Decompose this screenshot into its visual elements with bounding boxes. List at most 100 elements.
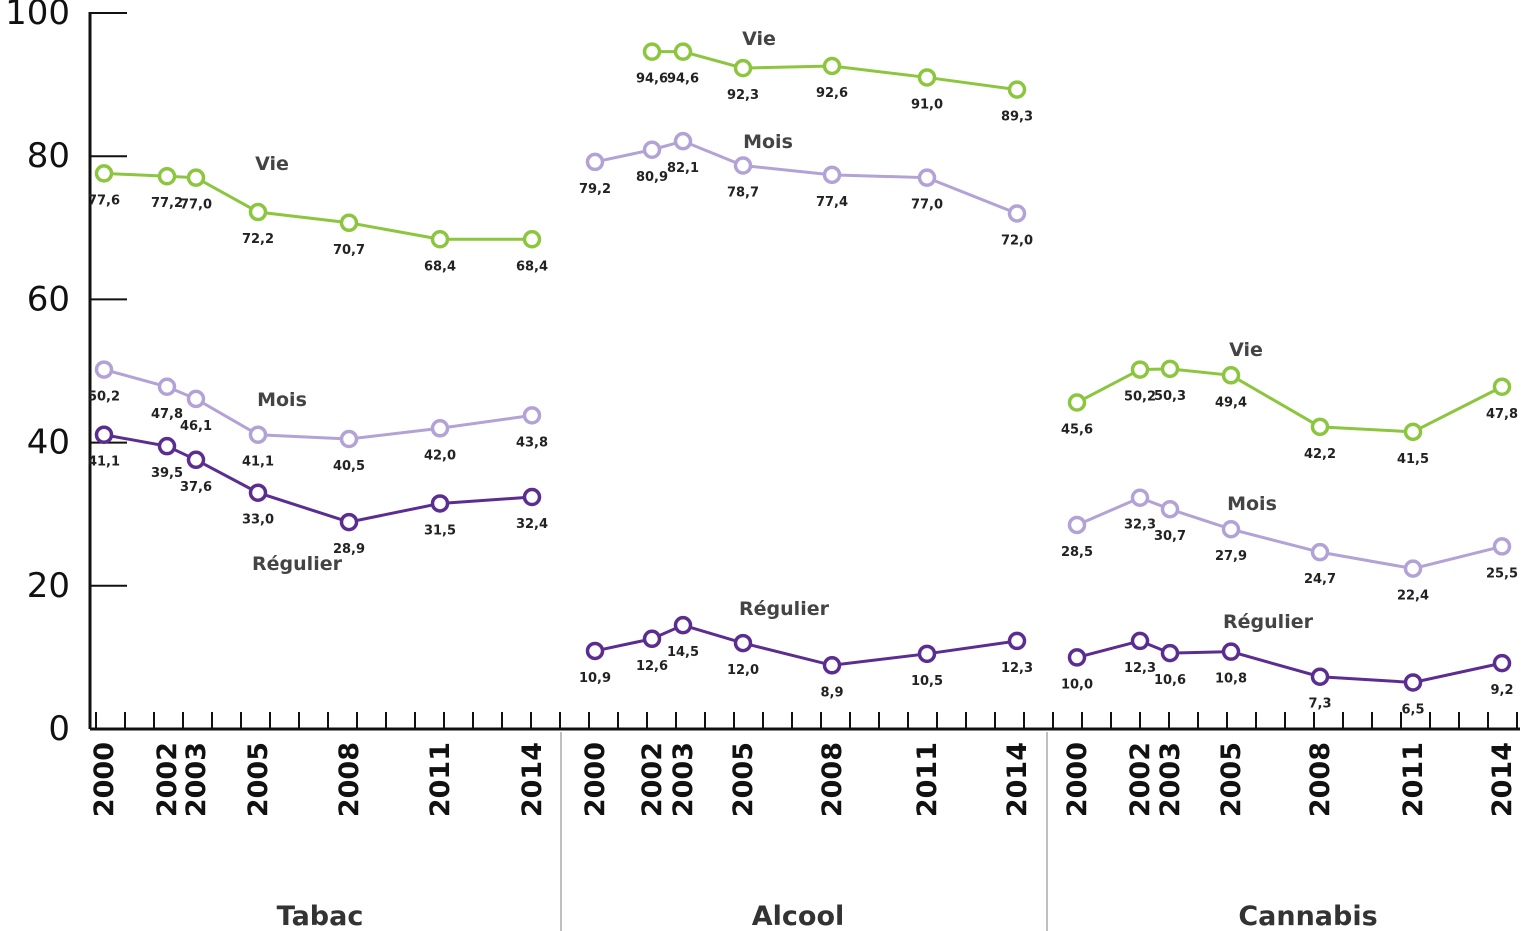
y-tick-label: 0 [48, 709, 70, 749]
data-point [673, 615, 693, 635]
data-point [522, 230, 542, 249]
data-point [1221, 519, 1241, 539]
x-tick-label: 2014 [1002, 742, 1033, 817]
data-point [673, 42, 693, 61]
data-point [1130, 360, 1150, 379]
data-point [822, 656, 842, 675]
data-point [1067, 393, 1087, 412]
data-point [1310, 542, 1330, 562]
data-label: 10,6 [1154, 673, 1186, 688]
data-label: 42,2 [1304, 447, 1336, 462]
x-tick-label: 2008 [334, 742, 365, 817]
data-point [585, 152, 605, 172]
data-point [917, 168, 937, 187]
data-label: 8,9 [820, 685, 843, 700]
data-point [248, 202, 268, 222]
data-point [1007, 80, 1027, 99]
data-label: 12,3 [1001, 661, 1033, 676]
x-tick-label: 2002 [152, 742, 183, 817]
data-point [733, 633, 753, 653]
data-label: 77,4 [816, 195, 848, 210]
data-point [1067, 515, 1087, 535]
data-label: 47,8 [1486, 407, 1518, 422]
series-name-label: Mois [743, 131, 793, 153]
data-label: 77,0 [911, 198, 943, 213]
series-name-label: Régulier [1223, 611, 1314, 633]
x-tick-label: 2011 [912, 742, 943, 817]
data-point [1221, 366, 1241, 385]
data-label: 31,5 [424, 523, 456, 538]
data-point [1310, 667, 1330, 686]
data-point [186, 389, 206, 409]
data-label: 91,0 [911, 97, 943, 112]
x-tick-label: 2005 [1216, 742, 1247, 817]
x-tick-label: 2003 [668, 742, 699, 817]
data-point [94, 425, 114, 444]
data-point [733, 156, 753, 175]
x-tick-label: 2002 [1125, 742, 1156, 817]
data-label: 68,4 [516, 259, 548, 274]
data-label: 12,0 [727, 663, 759, 678]
data-label: 46,1 [180, 419, 212, 434]
data-point [157, 436, 177, 456]
data-point [157, 166, 177, 186]
data-label: 70,7 [333, 243, 365, 258]
data-label: 12,3 [1124, 661, 1156, 676]
axes [88, 12, 1520, 931]
data-point [522, 406, 542, 425]
data-label: 37,6 [180, 480, 212, 495]
data-point [1007, 631, 1027, 651]
data-label: 40,5 [333, 459, 365, 474]
data-point [1160, 359, 1180, 379]
x-tick-label: 2003 [181, 742, 212, 817]
data-label: 25,5 [1486, 566, 1518, 581]
series-name-label: Régulier [739, 598, 830, 620]
data-point [1403, 422, 1423, 442]
data-label: 32,4 [516, 517, 548, 532]
data-label: 39,5 [151, 466, 183, 481]
x-tick-label: 2008 [817, 742, 848, 817]
data-label: 50,3 [1154, 389, 1186, 404]
x-tick-label: 2000 [1062, 742, 1093, 817]
data-point [186, 450, 206, 470]
data-label: 77,2 [151, 196, 183, 211]
data-point [339, 429, 359, 449]
data-point [430, 419, 450, 438]
series-name-label: Vie [1229, 339, 1263, 361]
data-point [1403, 673, 1423, 692]
data-label: 68,4 [424, 259, 456, 274]
data-point [186, 168, 206, 187]
data-point [522, 487, 542, 507]
data-point [430, 230, 450, 249]
data-point [822, 165, 842, 185]
data-point [1160, 499, 1180, 519]
data-point [822, 56, 842, 76]
panel-label: Cannabis [1238, 901, 1377, 931]
data-label: 49,4 [1215, 395, 1247, 410]
series-layer [94, 42, 1512, 692]
data-label: 12,6 [636, 659, 668, 674]
data-label: 79,2 [579, 182, 611, 197]
x-tick-label: 2003 [1155, 742, 1186, 817]
x-tick-label: 2000 [580, 742, 611, 817]
data-point [339, 512, 359, 532]
data-point [1221, 642, 1241, 661]
data-point [1403, 559, 1423, 578]
data-point [1492, 377, 1512, 397]
y-tick-label: 40 [27, 423, 70, 463]
data-label: 45,6 [1061, 423, 1093, 438]
data-label: 50,2 [88, 390, 120, 405]
data-label: 94,6 [667, 72, 699, 87]
data-label: 10,5 [911, 674, 943, 689]
data-point [339, 213, 359, 233]
data-point [1492, 537, 1512, 556]
data-label: 32,3 [1124, 518, 1156, 533]
series-name-label: Mois [1227, 493, 1277, 515]
x-tick-label: 2014 [517, 742, 548, 817]
y-tick-label: 20 [27, 566, 70, 606]
data-point [1007, 204, 1027, 223]
y-tick-label: 60 [27, 279, 70, 319]
data-label: 42,0 [424, 448, 456, 463]
